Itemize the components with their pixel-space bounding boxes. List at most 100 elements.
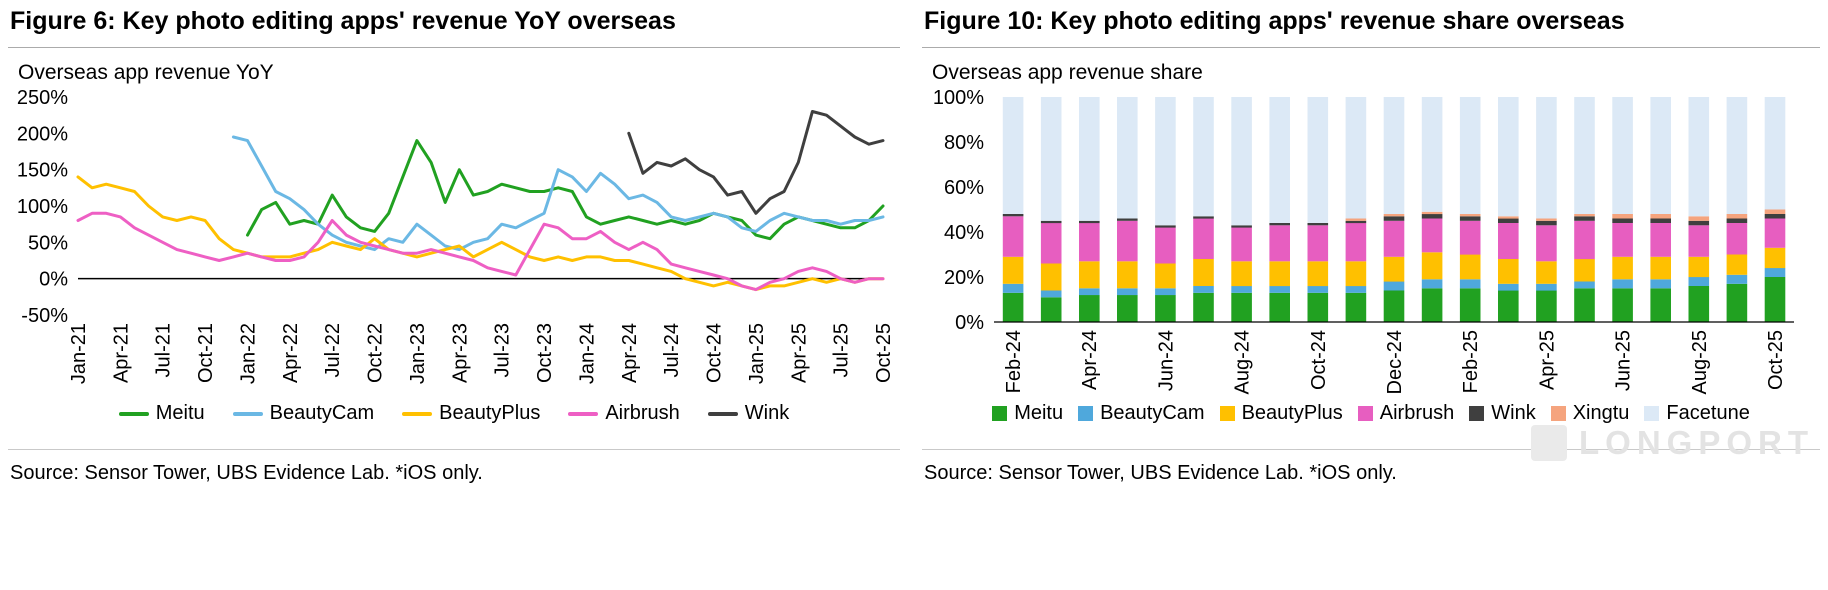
legend-label: BeautyCam: [269, 402, 375, 424]
bar-segment-facetune: [1079, 97, 1100, 221]
bar-segment-facetune: [1345, 97, 1367, 219]
figure-10-title: Figure 10: Key photo editing apps' reven…: [922, 0, 1820, 48]
x-tick-label: Oct-23: [534, 323, 556, 383]
bar-segment-beautycam: [1079, 288, 1100, 296]
bar-segment-meitu: [1117, 295, 1138, 322]
bar-segment-airbrush: [1612, 223, 1633, 257]
bar-segment-beautycam: [1307, 286, 1329, 293]
bar-segment-meitu: [1688, 286, 1710, 322]
bar-segment-airbrush: [1002, 216, 1024, 257]
x-tick-label: Apr-24: [1079, 330, 1101, 390]
y-tick-label: 100%: [17, 196, 68, 218]
figure-6-panel: Figure 6: Key photo editing apps' revenu…: [8, 0, 900, 485]
x-tick-label: Oct-22: [365, 323, 387, 383]
bar-segment-beautyplus: [1307, 261, 1329, 287]
bar-segment-beautycam: [1498, 283, 1519, 291]
bar-segment-xingtu: [1383, 214, 1405, 217]
divider: [922, 449, 1820, 450]
legend-label: Xingtu: [1572, 402, 1630, 424]
bar-segment-meitu: [1498, 290, 1519, 322]
bar-segment-beautyplus: [1079, 261, 1100, 289]
legend-box-swatch: [1357, 406, 1373, 421]
bar-segment-meitu: [1421, 288, 1443, 323]
bar-segment-airbrush: [1040, 223, 1062, 264]
bar-segment-airbrush: [1269, 225, 1290, 262]
bar-segment-beautycam: [1383, 281, 1405, 291]
bar-segment-xingtu: [1345, 218, 1367, 221]
x-tick-label: Jun-24: [1155, 330, 1177, 391]
bar-segment-meitu: [1536, 290, 1557, 322]
x-tick-label: Aug-24: [1232, 330, 1254, 395]
bar-segment-beautycam: [1040, 290, 1062, 298]
x-tick-label: Oct-25: [1765, 330, 1787, 390]
bar-segment-xingtu: [1574, 214, 1595, 217]
bar-segment-meitu: [1269, 292, 1290, 323]
bar-segment-xingtu: [1498, 216, 1519, 219]
legend-box-swatch: [1644, 406, 1660, 421]
bar-segment-beautyplus: [1612, 256, 1633, 280]
bar-segment-meitu: [1155, 295, 1176, 322]
bar-segment-beautyplus: [1269, 261, 1290, 287]
bar-segment-beautyplus: [1155, 263, 1176, 289]
bar-segment-meitu: [1193, 292, 1214, 323]
bar-segment-facetune: [1307, 97, 1329, 223]
bar-segment-wink: [1612, 218, 1633, 223]
legend-label: Wink: [744, 402, 790, 424]
line-chart-legend: Meitu BeautyCam BeautyPlus Airbrush Wink: [8, 402, 900, 425]
x-tick-label: Jul-24: [661, 323, 683, 377]
bar-segment-facetune: [1459, 97, 1481, 214]
x-tick-label: Feb-25: [1460, 330, 1482, 393]
legend-item-facetune: Facetune: [1644, 402, 1750, 425]
bar-segment-facetune: [1574, 97, 1595, 214]
y-tick-label: 40%: [944, 222, 984, 244]
x-tick-label: Jan-24: [576, 323, 598, 384]
x-tick-label: Jul-25: [831, 323, 853, 377]
bar-segment-facetune: [1155, 97, 1176, 226]
bar-segment-beautycam: [1459, 279, 1481, 289]
legend-line-swatch: [568, 411, 599, 416]
bar-segment-beautyplus: [1231, 261, 1252, 287]
x-tick-label: Apr-25: [1536, 330, 1558, 390]
bar-segment-wink: [1574, 216, 1595, 221]
bar-segment-wink: [1764, 214, 1786, 219]
x-tick-label: Apr-23: [449, 323, 471, 383]
legend-item-airbrush: Airbrush: [1357, 402, 1454, 425]
bar-segment-xingtu: [1459, 214, 1481, 217]
bar-segment-airbrush: [1726, 223, 1748, 255]
bar-segment-facetune: [1421, 97, 1443, 212]
bar-segment-wink: [1307, 223, 1329, 226]
bar-segment-beautycam: [1612, 279, 1633, 289]
bar-segment-wink: [1459, 216, 1481, 221]
bar-segment-beautyplus: [1117, 261, 1138, 289]
bar-segment-wink: [1345, 220, 1367, 224]
bar-segment-beautyplus: [1459, 254, 1481, 280]
bar-segment-wink: [1231, 225, 1252, 228]
x-tick-label: Jun-25: [1613, 330, 1635, 391]
bar-segment-meitu: [1764, 277, 1786, 322]
legend-box-swatch: [992, 406, 1008, 421]
bar-segment-beautycam: [1231, 286, 1252, 293]
bar-segment-xingtu: [1536, 218, 1557, 221]
bar-segment-meitu: [1726, 283, 1748, 323]
bar-segment-meitu: [1650, 288, 1671, 323]
bar-segment-meitu: [1002, 292, 1024, 323]
legend-line-swatch: [118, 411, 149, 416]
bar-segment-airbrush: [1688, 225, 1710, 257]
bar-chart-legend: Meitu BeautyCam BeautyPlus Airbrush Wink Xing…: [922, 402, 1820, 425]
bar-segment-airbrush: [1421, 218, 1443, 253]
x-tick-label: Oct-21: [195, 323, 217, 383]
bar-segment-xingtu: [1650, 214, 1671, 219]
legend-line-swatch: [232, 411, 263, 416]
bar-segment-beautycam: [1002, 283, 1024, 293]
bar-segment-airbrush: [1345, 223, 1367, 262]
bar-segment-airbrush: [1193, 218, 1214, 259]
x-tick-label: Jul-21: [153, 323, 175, 377]
x-tick-label: Oct-24: [704, 323, 726, 383]
x-tick-label: Oct-25: [873, 323, 895, 383]
legend-line-swatch: [707, 411, 738, 416]
bar-segment-facetune: [1040, 97, 1062, 221]
x-tick-label: Feb-24: [1003, 330, 1025, 393]
bar-segment-meitu: [1383, 290, 1405, 322]
y-tick-label: 100%: [933, 87, 984, 109]
bar-segment-facetune: [1498, 97, 1519, 217]
